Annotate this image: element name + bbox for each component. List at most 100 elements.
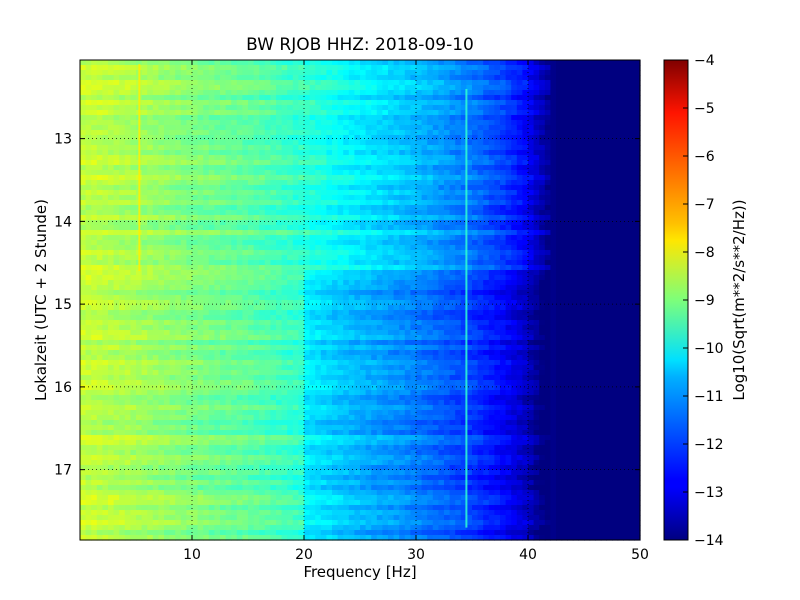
heatmap-cell xyxy=(360,235,367,241)
heatmap-cell xyxy=(175,75,182,81)
heatmap-cell xyxy=(522,170,529,176)
heatmap-cell xyxy=(214,70,221,76)
heatmap-cell xyxy=(152,215,159,221)
heatmap-cell xyxy=(511,280,518,286)
heatmap-cell xyxy=(556,210,563,216)
heatmap-cell xyxy=(511,260,518,266)
heatmap-cell xyxy=(158,95,165,101)
heatmap-cell xyxy=(242,205,249,211)
heatmap-cell xyxy=(259,305,266,311)
heatmap-cell xyxy=(108,85,115,91)
heatmap-cell xyxy=(416,85,423,91)
heatmap-cell xyxy=(236,80,243,86)
heatmap-cell xyxy=(416,135,423,141)
heatmap-cell xyxy=(589,245,596,251)
heatmap-cell xyxy=(85,285,92,291)
heatmap-cell xyxy=(113,105,120,111)
heatmap-cell xyxy=(360,70,367,76)
heatmap-cell xyxy=(522,185,529,191)
heatmap-cell xyxy=(572,225,579,231)
heatmap-cell xyxy=(281,120,288,126)
heatmap-cell xyxy=(477,185,484,191)
heatmap-cell xyxy=(80,205,87,211)
heatmap-cell xyxy=(236,250,243,256)
heatmap-cell xyxy=(85,145,92,151)
heatmap-cell xyxy=(337,285,344,291)
heatmap-cell xyxy=(248,95,255,101)
heatmap-cell xyxy=(522,270,529,276)
heatmap-cell xyxy=(236,295,243,301)
heatmap-cell xyxy=(388,205,395,211)
heatmap-cell xyxy=(203,110,210,116)
heatmap-cell xyxy=(214,300,221,306)
heatmap-cell xyxy=(584,250,591,256)
heatmap-cell xyxy=(561,60,568,66)
heatmap-cell xyxy=(421,85,428,91)
heatmap-cell xyxy=(371,165,378,171)
heatmap-cell xyxy=(393,80,400,86)
heatmap-cell xyxy=(606,150,613,156)
heatmap-cell xyxy=(477,205,484,211)
heatmap-cell xyxy=(483,200,490,206)
heatmap-cell xyxy=(416,275,423,281)
heatmap-cell xyxy=(186,265,193,271)
heatmap-cell xyxy=(393,125,400,131)
heatmap-cell xyxy=(186,220,193,226)
heatmap-cell xyxy=(455,105,462,111)
heatmap-cell xyxy=(208,260,215,266)
heatmap-cell xyxy=(96,185,103,191)
heatmap-cell xyxy=(556,105,563,111)
heatmap-cell xyxy=(180,100,187,106)
heatmap-cell xyxy=(158,290,165,296)
heatmap-cell xyxy=(192,245,199,251)
heatmap-cell xyxy=(214,100,221,106)
heatmap-cell xyxy=(388,275,395,281)
heatmap-cell xyxy=(96,285,103,291)
heatmap-cell xyxy=(556,180,563,186)
heatmap-cell xyxy=(108,160,115,166)
heatmap-cell xyxy=(623,240,630,246)
heatmap-cell xyxy=(589,145,596,151)
heatmap-cell xyxy=(225,240,232,246)
heatmap-cell xyxy=(225,305,232,311)
heatmap-cell xyxy=(505,170,512,176)
heatmap-cell xyxy=(449,95,456,101)
heatmap-cell xyxy=(432,245,439,251)
heatmap-cell xyxy=(483,180,490,186)
heatmap-cell xyxy=(152,285,159,291)
heatmap-cell xyxy=(365,240,372,246)
heatmap-cell xyxy=(522,105,529,111)
heatmap-cell xyxy=(578,105,585,111)
heatmap-cell xyxy=(298,245,305,251)
heatmap-cell xyxy=(236,205,243,211)
heatmap-cell xyxy=(91,85,98,91)
heatmap-cell xyxy=(270,300,277,306)
heatmap-cell xyxy=(595,135,602,141)
heatmap-cell xyxy=(612,250,619,256)
heatmap-cell xyxy=(124,105,131,111)
heatmap-cell xyxy=(113,155,120,161)
heatmap-cell xyxy=(169,160,176,166)
heatmap-cell xyxy=(192,215,199,221)
heatmap-cell xyxy=(472,145,479,151)
heatmap-cell xyxy=(416,110,423,116)
heatmap-cell xyxy=(259,65,266,71)
heatmap-cell xyxy=(343,155,350,161)
heatmap-cell xyxy=(180,250,187,256)
heatmap-cell xyxy=(371,270,378,276)
heatmap-cell xyxy=(164,195,171,201)
heatmap-cell xyxy=(528,190,535,196)
heatmap-cell xyxy=(539,290,546,296)
heatmap-cell xyxy=(91,165,98,171)
heatmap-cell xyxy=(421,65,428,71)
heatmap-cell xyxy=(164,180,171,186)
heatmap-cell xyxy=(225,130,232,136)
heatmap-cell xyxy=(276,240,283,246)
heatmap-cell xyxy=(152,165,159,171)
heatmap-cell xyxy=(432,120,439,126)
heatmap-cell xyxy=(505,130,512,136)
heatmap-cell xyxy=(158,135,165,141)
heatmap-cell xyxy=(287,115,294,121)
heatmap-cell xyxy=(488,75,495,81)
heatmap-cell xyxy=(203,120,210,126)
